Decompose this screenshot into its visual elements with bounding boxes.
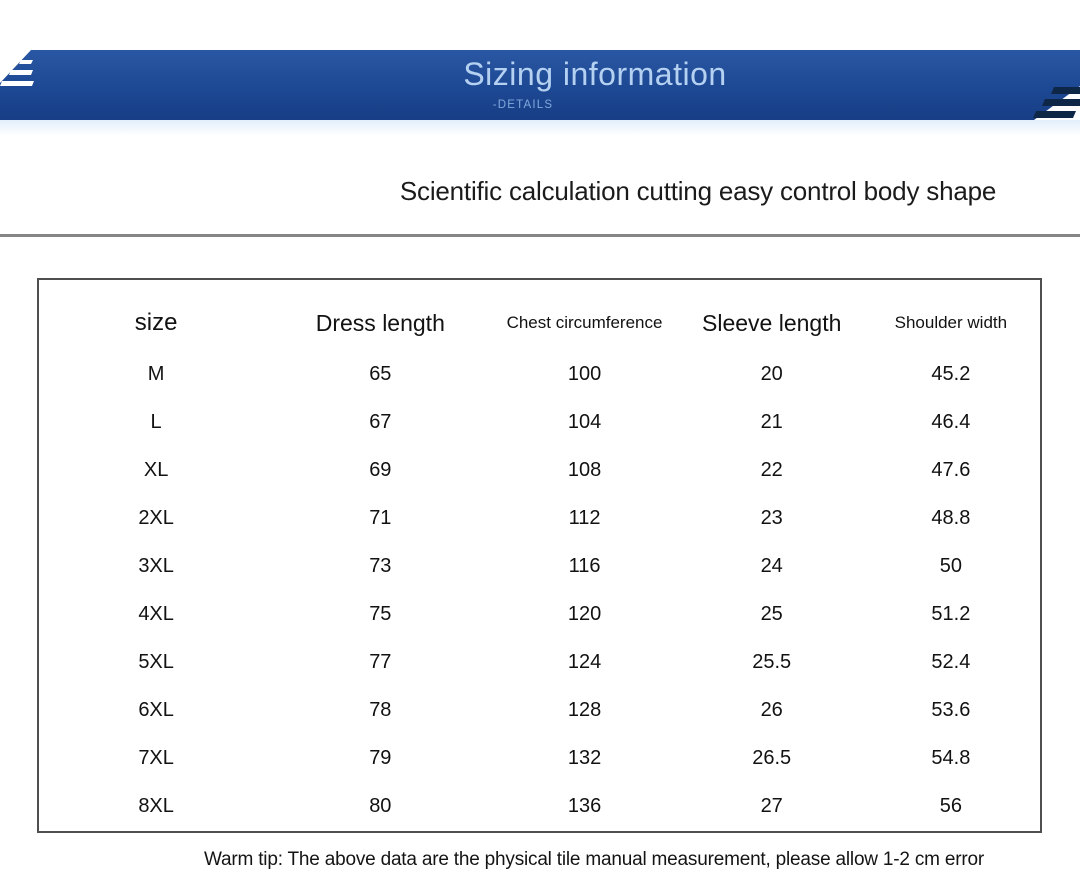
measurement-value: 27 [760,795,783,818]
measurement-value: 79 [369,747,392,770]
column-header: Chest circumference [506,313,663,332]
measurement-value: 53.6 [931,699,971,722]
size-label: 7XL [138,747,174,770]
size-label: XL [143,458,169,481]
size-label: 5XL [138,651,174,674]
measurement-value: 77 [369,651,392,674]
measurement-value: 67 [369,410,392,433]
size-table: size Dress length Chest circumference Sleev… [37,278,1042,833]
measurement-value: 128 [567,699,602,722]
column-header: size [134,309,178,336]
banner-glow [0,120,1080,136]
measurement-value: 48.8 [931,506,971,529]
table-row: 7XL 79 132 26.5 54.8 [39,735,1040,783]
measurement-value: 47.6 [931,458,971,481]
size-label: 4XL [138,603,174,626]
measurement-value: 75 [369,603,392,626]
measurement-value: 26 [760,699,783,722]
measurement-value: 65 [369,362,392,385]
table-row: XL 69 108 22 47.6 [39,446,1040,494]
measurement-value: 116 [568,554,601,577]
measurement-value: 104 [567,410,602,433]
size-label: M [147,362,165,385]
speed-stripes-left-icon [0,50,34,86]
measurement-value: 25.5 [752,651,792,674]
size-label: 6XL [138,699,174,722]
divider-line [0,234,1080,237]
measurement-value: 51.2 [931,603,971,626]
section-heading: Scientific calculation cutting easy cont… [399,176,997,206]
measurement-value: 112 [568,506,601,529]
measurement-value: 46.4 [931,410,971,433]
measurement-value: 69 [369,458,392,481]
banner [0,50,1080,120]
column-header: Shoulder width [894,313,1008,332]
speed-stripes-right-icon [1033,86,1080,120]
measurement-value: 108 [567,458,602,481]
measurement-value: 23 [760,506,783,529]
measurement-value: 54.8 [931,747,971,770]
banner-subtitle: -DETAILS [492,99,554,111]
size-label: L [150,410,162,433]
measurement-value: 136 [567,795,602,818]
table-row: 5XL 77 124 25.5 52.4 [39,639,1040,687]
measurement-value: 100 [567,362,602,385]
table-row: 4XL 75 120 25 51.2 [39,590,1040,638]
column-header: Sleeve length [702,309,842,336]
measurement-value: 52.4 [931,651,971,674]
measurement-value: 22 [760,458,783,481]
measurement-value: 26.5 [752,747,792,770]
measurement-value: 25 [760,603,783,626]
measurement-value: 73 [369,554,392,577]
measurement-value: 45.2 [931,362,971,385]
measurement-value: 24 [760,554,783,577]
size-label: 3XL [138,554,174,577]
measurement-value: 80 [369,795,392,818]
banner-title: Sizing information [463,56,727,92]
measurement-value: 20 [760,362,783,385]
column-header: Dress length [315,309,445,336]
warm-tip: Warm tip: The above data are the physica… [204,849,984,870]
measurement-value: 132 [567,747,602,770]
measurement-value: 124 [567,651,602,674]
measurement-value: 78 [369,699,392,722]
measurement-value: 56 [939,795,962,818]
measurement-value: 120 [567,603,602,626]
measurement-value: 50 [939,554,962,577]
measurement-value: 21 [760,410,783,433]
size-label: 8XL [138,795,174,818]
table-header-row: size Dress length Chest circumference Sleev… [39,280,1040,350]
table-row: 6XL 78 128 26 53.6 [39,687,1040,735]
table-row: M 65 100 20 45.2 [39,350,1040,398]
table-row: 8XL 80 136 27 56 [39,783,1040,831]
table-row: 3XL 73 116 24 50 [39,542,1040,590]
measurement-value: 71 [369,506,392,529]
table-row: L 67 104 21 46.4 [39,398,1040,446]
table-row: 2XL 71 112 23 48.8 [39,494,1040,542]
size-label: 2XL [138,506,174,529]
